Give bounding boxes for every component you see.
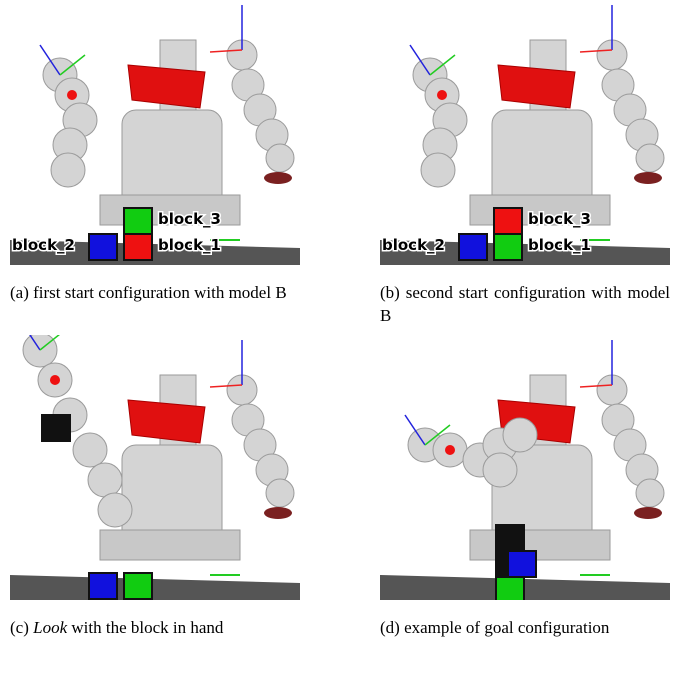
base [470,530,610,560]
arm-joint [88,463,122,497]
block [124,573,152,599]
caption-text: first start configuration with model B [33,283,287,302]
caption-tag: (c) [10,618,29,637]
block-label: block_3 [528,210,591,228]
robot-image: block_3 block_2 block_1 [380,0,670,265]
head-screen [128,65,205,108]
block-label: block_2 [382,236,445,254]
arm-joint [636,479,664,507]
caption-tag: (b) [380,283,400,302]
panel: (c) Look with the block in hand [10,335,300,639]
block-label: block_1 [158,236,221,254]
block [508,551,536,577]
caption-tag: (d) [380,618,400,637]
arm-joint [266,144,294,172]
block-label: block_2 [12,236,75,254]
block [124,234,152,260]
block [494,234,522,260]
caption: (a) first start configuration with model… [10,281,300,304]
robot-image: block_3 block_2 block_1 [10,0,300,265]
caption-text: example of goal configuration [404,618,609,637]
floor [10,575,300,600]
gripper [634,172,662,184]
panel: block_3 block_2 block_1 (b) second start c… [380,0,670,327]
block [494,208,522,234]
arm-joint [421,153,455,187]
block [124,208,152,234]
block [89,573,117,599]
marker [50,375,60,385]
block-label: block_1 [528,236,591,254]
marker [67,90,77,100]
arm-joint [636,144,664,172]
block [42,415,70,441]
caption-text: second start configuration with model B [380,283,670,325]
caption-tag: (a) [10,283,29,302]
figure: block_3 block_2 block_1 (a) first start co… [0,0,680,673]
gripper [264,507,292,519]
marker [437,90,447,100]
arm-joint [73,433,107,467]
block-label: block_3 [158,210,221,228]
caption-emphasis: Look [33,618,67,637]
head-screen [128,400,205,443]
arm-joint [266,479,294,507]
caption: (c) Look with the block in hand [10,616,300,639]
robot-image [380,335,670,600]
caption: (b) second start configuration with mode… [380,281,670,327]
marker [445,445,455,455]
gripper [264,172,292,184]
caption-text: with the block in hand [71,618,223,637]
gripper [634,507,662,519]
panel: (d) example of goal configuration [380,335,670,639]
robot-image [10,335,300,600]
panel: block_3 block_2 block_1 (a) first start co… [10,0,300,304]
arm-joint [98,493,132,527]
base [100,530,240,560]
head-screen [498,65,575,108]
arm-joint [51,153,85,187]
caption: (d) example of goal configuration [380,616,670,639]
arm-joint [503,418,537,452]
block [459,234,487,260]
block [496,525,524,551]
arm-joint [483,453,517,487]
block [496,577,524,600]
block [89,234,117,260]
